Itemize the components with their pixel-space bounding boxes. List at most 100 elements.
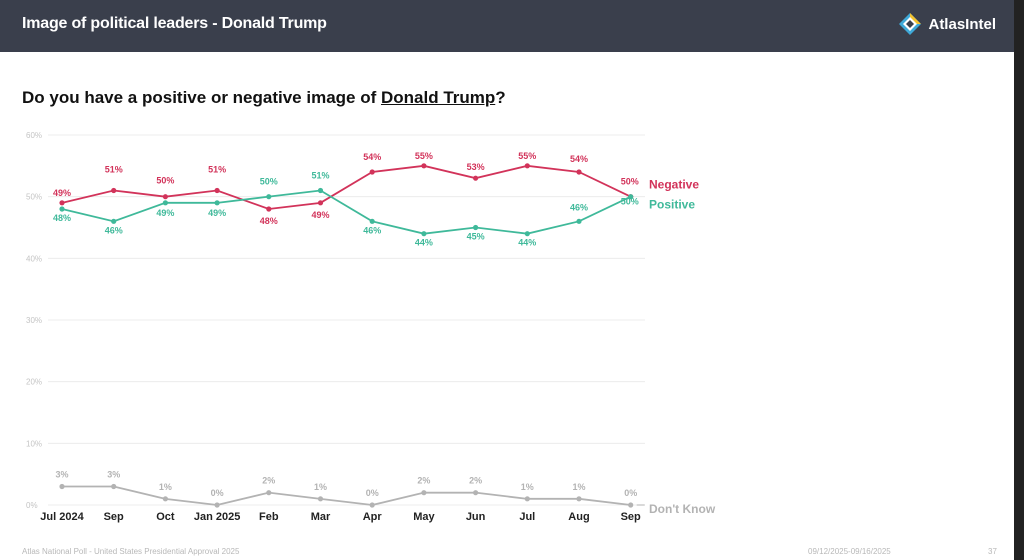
question-subject: Donald Trump bbox=[380, 88, 496, 107]
data-point-positive bbox=[628, 194, 634, 200]
data-label-positive: 51% bbox=[311, 171, 329, 181]
data-point-negative bbox=[266, 206, 272, 212]
data-point-negative bbox=[576, 169, 582, 175]
data-label-dont_know: 1% bbox=[314, 482, 327, 492]
data-label-negative: 55% bbox=[518, 151, 536, 161]
data-point-negative bbox=[214, 187, 220, 194]
data-point-negative bbox=[59, 200, 65, 206]
data-label-positive: 44% bbox=[518, 238, 536, 248]
data-point-dont_know bbox=[111, 483, 117, 490]
data-label-negative: 48% bbox=[260, 216, 278, 226]
window-edge bbox=[1014, 0, 1024, 560]
data-label-positive: 46% bbox=[105, 225, 123, 235]
slide: Do you have a positive or negative image… bbox=[0, 52, 1014, 560]
brand-name: AtlasIntel bbox=[928, 15, 996, 33]
data-point-positive bbox=[111, 218, 117, 224]
data-point-dont_know bbox=[59, 483, 65, 490]
data-point-positive bbox=[214, 200, 220, 206]
data-label-positive: 50% bbox=[621, 197, 639, 207]
data-label-negative: 50% bbox=[156, 176, 174, 186]
question-text: Do you have a positive or negative image… bbox=[22, 88, 506, 108]
series-legend-negative: Negative bbox=[649, 178, 699, 192]
x-tick-label: Jun bbox=[466, 511, 486, 523]
data-label-negative: 49% bbox=[311, 210, 329, 220]
x-tick-label: May bbox=[413, 511, 435, 523]
footer-page-number: 37 bbox=[988, 547, 997, 556]
data-point-positive bbox=[317, 187, 324, 194]
data-label-negative: 54% bbox=[363, 152, 381, 162]
series-legend-positive: Positive bbox=[649, 198, 695, 212]
x-tick-label: Jan 2025 bbox=[194, 511, 240, 523]
series-line-positive bbox=[61, 189, 632, 235]
series-line-negative bbox=[61, 164, 632, 210]
x-tick-label: Jul 2024 bbox=[40, 511, 84, 523]
data-point-negative bbox=[473, 175, 479, 181]
y-tick-label: 20% bbox=[26, 378, 42, 387]
data-label-dont_know: 1% bbox=[521, 482, 534, 492]
atlasintel-logo-icon bbox=[899, 13, 922, 35]
y-tick-label: 30% bbox=[26, 316, 42, 325]
data-point-negative bbox=[111, 187, 117, 194]
data-label-positive: 45% bbox=[467, 232, 485, 242]
data-point-dont_know bbox=[266, 490, 272, 496]
data-label-dont_know: 1% bbox=[159, 482, 172, 492]
data-label-positive: 48% bbox=[53, 213, 71, 223]
y-tick-label: 0% bbox=[26, 501, 38, 510]
data-label-negative: 51% bbox=[105, 165, 123, 175]
x-tick-label: Oct bbox=[156, 511, 175, 523]
data-label-negative: 49% bbox=[53, 188, 71, 198]
data-label-positive: 46% bbox=[570, 202, 588, 212]
data-point-dont_know bbox=[421, 490, 427, 496]
data-label-negative: 51% bbox=[208, 165, 226, 175]
data-point-positive bbox=[369, 218, 375, 224]
data-point-positive bbox=[421, 231, 427, 237]
data-point-dont_know bbox=[214, 502, 220, 508]
data-label-dont_know: 1% bbox=[572, 482, 585, 492]
data-point-dont_know bbox=[473, 490, 479, 496]
data-label-dont_know: 2% bbox=[469, 476, 482, 486]
y-tick-label: 40% bbox=[26, 254, 42, 263]
data-label-dont_know: 2% bbox=[417, 476, 430, 486]
x-tick-label: Sep bbox=[104, 511, 124, 523]
data-label-dont_know: 0% bbox=[624, 488, 637, 498]
x-tick-label: Aug bbox=[568, 511, 589, 523]
data-point-dont_know bbox=[628, 502, 634, 508]
data-point-positive bbox=[59, 206, 65, 212]
data-label-positive: 44% bbox=[415, 238, 433, 248]
question-suffix: ? bbox=[495, 88, 506, 107]
question-prefix: Do you have a positive or negative image… bbox=[22, 88, 381, 107]
data-label-negative: 55% bbox=[415, 151, 433, 161]
data-label-dont_know: 0% bbox=[211, 488, 224, 498]
data-label-dont_know: 0% bbox=[366, 488, 379, 498]
data-label-negative: 54% bbox=[570, 154, 588, 164]
brand: AtlasIntel bbox=[898, 12, 996, 36]
x-tick-label: Apr bbox=[363, 511, 383, 523]
data-point-positive bbox=[266, 194, 272, 200]
data-label-positive: 50% bbox=[260, 177, 278, 187]
data-point-dont_know bbox=[524, 496, 530, 502]
footer-dates: 09/12/2025-09/16/2025 bbox=[808, 547, 891, 556]
data-point-negative bbox=[369, 169, 375, 175]
x-tick-label: Jul bbox=[519, 511, 535, 523]
footer-source: Atlas National Poll - United States Pres… bbox=[22, 547, 240, 556]
data-point-negative bbox=[317, 200, 324, 206]
data-label-positive: 49% bbox=[156, 208, 174, 218]
data-label-negative: 53% bbox=[467, 162, 485, 172]
y-tick-label: 10% bbox=[26, 439, 42, 448]
header-bar: Image of political leaders - Donald Trum… bbox=[0, 0, 1014, 52]
y-tick-label: 50% bbox=[26, 193, 42, 202]
data-point-positive bbox=[162, 200, 168, 206]
data-point-negative bbox=[421, 163, 427, 169]
data-label-dont_know: 3% bbox=[55, 470, 68, 480]
data-point-dont_know bbox=[576, 496, 582, 502]
data-point-positive bbox=[524, 231, 530, 237]
data-label-positive: 46% bbox=[363, 225, 381, 235]
series-line-dont_know bbox=[62, 485, 631, 506]
data-label-positive: 49% bbox=[208, 208, 226, 218]
data-label-dont_know: 2% bbox=[262, 476, 275, 486]
data-label-negative: 50% bbox=[621, 177, 639, 187]
page-title: Image of political leaders - Donald Trum… bbox=[22, 15, 327, 32]
data-point-positive bbox=[473, 224, 479, 231]
data-point-dont_know bbox=[369, 502, 375, 508]
